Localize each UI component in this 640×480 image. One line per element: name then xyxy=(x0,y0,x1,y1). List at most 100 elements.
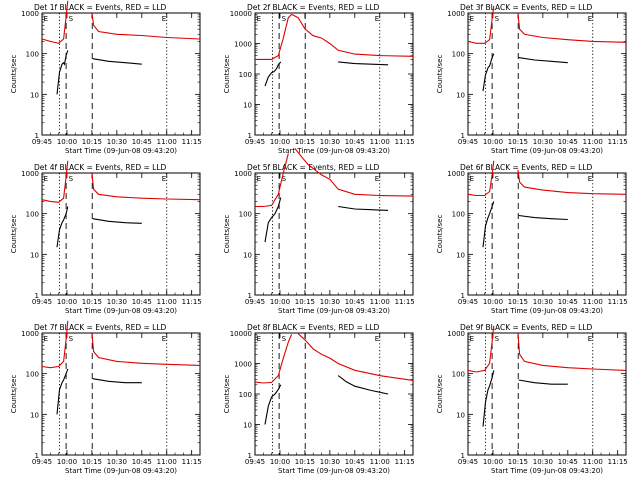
y-tick-label: 1 xyxy=(35,132,39,140)
y-tick-label: 1 xyxy=(461,292,465,300)
marker-letter: S xyxy=(69,175,74,183)
lld-series-line xyxy=(291,13,414,57)
events-series-line xyxy=(518,57,568,64)
y-tick-label: 1000 xyxy=(447,330,465,338)
chart-title: Det 5f BLACK = Events, RED = LLD xyxy=(247,163,380,172)
x-tick-label: 10:15 xyxy=(82,458,102,466)
y-tick-label: 1000 xyxy=(447,170,465,178)
x-tick-label: 10:30 xyxy=(107,138,127,146)
detector-panel-5: Det 5f BLACK = Events, RED = LLD 1 10 100 10… xyxy=(213,148,426,320)
y-tick-label: 100 xyxy=(26,51,39,59)
x-tick-label: 10:30 xyxy=(107,458,127,466)
x-tick-label: 10:30 xyxy=(533,458,553,466)
chart-title: Det 6f BLACK = Events, RED = LLD xyxy=(460,163,593,172)
marker-letter: S xyxy=(282,335,287,343)
chart-title: Det 3f BLACK = Events, RED = LLD xyxy=(460,3,593,12)
x-tick-label: 11:15 xyxy=(182,138,202,146)
lld-series-line xyxy=(517,12,627,43)
x-tick-label: 10:45 xyxy=(132,298,152,306)
plot-frame xyxy=(467,12,627,136)
events-series-line xyxy=(338,205,389,211)
marker-letter: S xyxy=(69,335,74,343)
plot-frame xyxy=(41,12,201,136)
x-tick-label: 10:45 xyxy=(345,138,365,146)
y-tick-label: 10000 xyxy=(230,330,252,338)
lld-series-line xyxy=(255,153,289,208)
y-tick-label: 1 xyxy=(248,452,252,460)
marker-letter: E xyxy=(44,175,48,183)
x-axis-label: Start Time (09-Jun-08 09:43:20) xyxy=(491,147,603,155)
y-axis-label: Counts/sec xyxy=(10,215,18,254)
events-series-line xyxy=(518,214,568,221)
y-tick-label: 10 xyxy=(243,251,252,259)
detector-panel-8: Det 8f BLACK = Events, RED = LLD 1 10 100 10… xyxy=(213,320,426,480)
lld-series-line xyxy=(255,14,292,60)
x-tick-label: 11:15 xyxy=(395,458,415,466)
x-tick-label: 11:15 xyxy=(182,458,202,466)
detector-panel-4: Det 4f BLACK = Events, RED = LLD 1 10 100 10… xyxy=(0,160,213,320)
y-tick-label: 10 xyxy=(30,411,39,419)
x-tick-label: 10:15 xyxy=(508,138,528,146)
chart-title: Det 9f BLACK = Events, RED = LLD xyxy=(460,323,593,332)
x-tick-label: 10:30 xyxy=(107,298,127,306)
events-series-line xyxy=(56,50,69,95)
y-axis-label: Counts/sec xyxy=(10,375,18,414)
y-tick-label: 1000 xyxy=(234,170,252,178)
y-axis-label: Counts/sec xyxy=(436,375,444,414)
x-tick-label: 11:00 xyxy=(157,138,177,146)
events-series-line xyxy=(92,218,142,224)
x-tick-label: 10:45 xyxy=(558,138,578,146)
marker-letter: S xyxy=(282,15,287,23)
chart-svg: Det 4f BLACK = Events, RED = LLD 1 10 100 10… xyxy=(10,160,202,315)
y-tick-label: 10 xyxy=(456,251,465,259)
events-series-line xyxy=(518,379,568,385)
chart-svg: Det 9f BLACK = Events, RED = LLD 1 10 100 10… xyxy=(436,323,628,475)
y-tick-label: 100 xyxy=(452,211,465,219)
x-tick-label: 10:00 xyxy=(57,298,77,306)
x-tick-label: 11:15 xyxy=(395,138,415,146)
x-tick-label: 09:45 xyxy=(458,458,478,466)
y-tick-label: 100 xyxy=(239,71,252,79)
x-tick-label: 10:15 xyxy=(295,458,315,466)
x-axis-label: Start Time (09-Jun-08 09:43:20) xyxy=(491,467,603,475)
lld-series-line xyxy=(297,333,414,381)
y-tick-label: 1000 xyxy=(21,170,39,178)
y-axis-label: Counts/sec xyxy=(223,375,231,414)
plot-frame xyxy=(467,172,627,296)
lld-series-line xyxy=(91,172,201,201)
marker-letter: S xyxy=(495,175,500,183)
y-tick-label: 1000 xyxy=(21,330,39,338)
x-tick-label: 10:00 xyxy=(483,458,503,466)
detector-panel-9: Det 9f BLACK = Events, RED = LLD 1 10 100 10… xyxy=(426,320,639,480)
x-axis-label: Start Time (09-Jun-08 09:43:20) xyxy=(491,307,603,315)
x-tick-label: 10:45 xyxy=(345,298,365,306)
y-tick-label: 1000 xyxy=(234,361,252,369)
y-tick-label: 100 xyxy=(239,391,252,399)
x-tick-label: 10:15 xyxy=(508,298,528,306)
events-series-line xyxy=(338,61,389,66)
chart-title: Det 1f BLACK = Events, RED = LLD xyxy=(34,3,167,12)
lld-series-line xyxy=(41,320,69,369)
x-tick-label: 10:00 xyxy=(57,138,77,146)
y-tick-label: 1000 xyxy=(234,41,252,49)
chart-title: Det 8f BLACK = Events, RED = LLD xyxy=(247,323,380,332)
x-tick-label: 10:30 xyxy=(533,138,553,146)
y-tick-label: 1 xyxy=(35,452,39,460)
marker-letter: E xyxy=(44,15,48,23)
x-tick-label: 10:45 xyxy=(132,138,152,146)
x-tick-label: 10:30 xyxy=(320,138,340,146)
x-tick-label: 10:00 xyxy=(57,458,77,466)
detector-panel-3: Det 3f BLACK = Events, RED = LLD 1 10 100 10… xyxy=(426,0,639,160)
marker-letter: E xyxy=(162,335,166,343)
y-tick-label: 10 xyxy=(30,91,39,99)
x-axis-label: Start Time (09-Jun-08 09:43:20) xyxy=(278,467,390,475)
y-tick-label: 10 xyxy=(243,102,252,110)
marker-letter: E xyxy=(375,175,379,183)
chart-title: Det 4f BLACK = Events, RED = LLD xyxy=(34,163,167,172)
events-series-line xyxy=(482,53,495,92)
y-tick-label: 1 xyxy=(248,292,252,300)
x-tick-label: 11:00 xyxy=(583,138,603,146)
y-tick-label: 10 xyxy=(30,251,39,259)
y-tick-label: 1 xyxy=(461,132,465,140)
plot-frame xyxy=(467,332,627,456)
